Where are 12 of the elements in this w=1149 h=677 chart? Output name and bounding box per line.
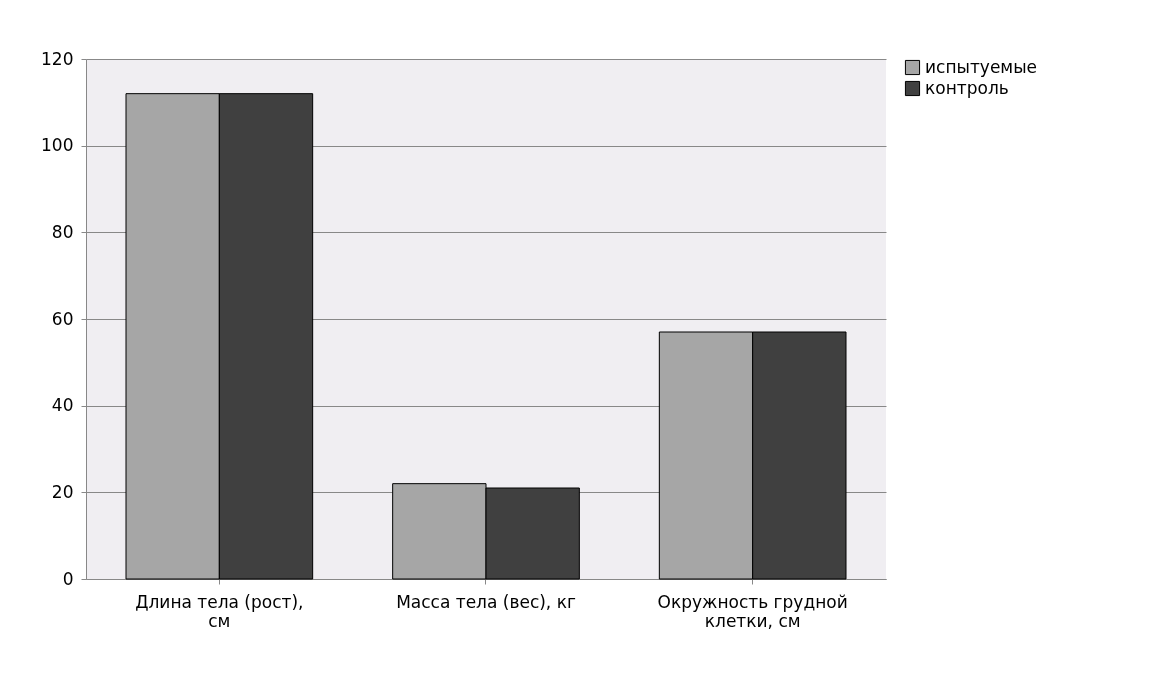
y-tick-label: 120 [41, 48, 74, 69]
x-tick-label: Масса тела (вес), кг [396, 591, 576, 612]
y-tick-label: 60 [51, 308, 74, 329]
legend-label: испытуемые [925, 56, 1038, 77]
x-tick-label: Длина тела (рост), см [135, 591, 304, 631]
legend-label: контроль [925, 77, 1009, 98]
y-tick-label: 80 [51, 221, 74, 242]
x-tick-label: Окружность грудной клетки, см [657, 591, 848, 631]
y-tick-label: 20 [51, 481, 74, 502]
y-tick-label: 40 [51, 395, 74, 416]
y-tick-label: 0 [62, 568, 74, 589]
y-tick-label: 100 [41, 135, 74, 156]
